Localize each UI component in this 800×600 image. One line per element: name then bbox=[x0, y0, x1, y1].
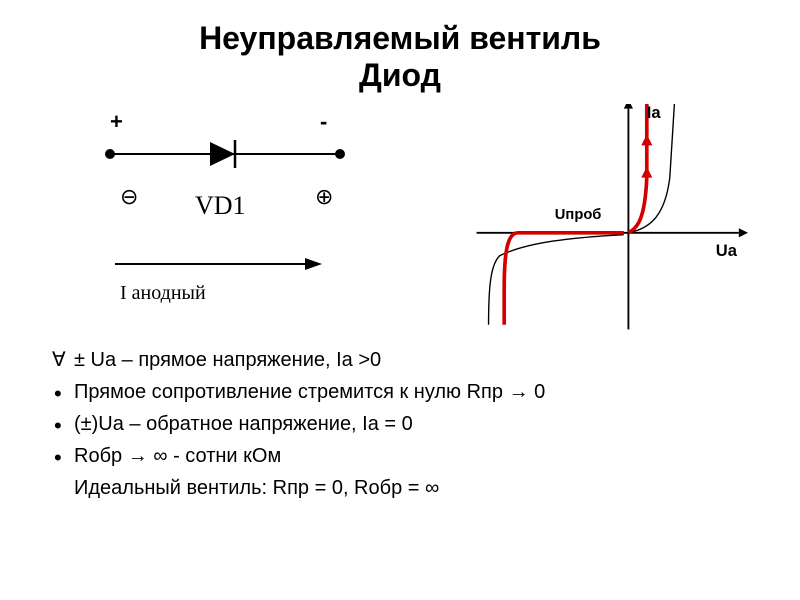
y-axis-label: Ia bbox=[647, 104, 662, 122]
bullet-text: Идеальный вентиль: Rпр = 0, Rобр = ∞ bbox=[74, 477, 439, 499]
u-breakdown-label: Uпроб bbox=[555, 207, 602, 223]
bullet-text: ± Ua – прямое напряжение, Ia >0 bbox=[74, 349, 381, 371]
real-reverse-curve bbox=[489, 234, 624, 324]
anode-node bbox=[105, 149, 115, 159]
bullet-item: Прямое сопротивление стремится к нулю Rп… bbox=[50, 376, 760, 408]
title-line-1: Неуправляемый вентиль bbox=[199, 20, 601, 56]
bullet-list: ± Ua – прямое напряжение, Ia >0 Прямое с… bbox=[50, 344, 760, 504]
bullet-text: Прямое сопротивление стремится к нулю Rп… bbox=[74, 381, 545, 403]
bullet-item: ± Ua – прямое напряжение, Ia >0 bbox=[50, 344, 760, 376]
slide-title: Неуправляемый вентиль Диод bbox=[0, 0, 800, 94]
current-label: I анодный bbox=[120, 282, 206, 304]
plus-label: + bbox=[110, 109, 123, 134]
bullet-text: (±)Ua – обратное напряжение, Ia = 0 bbox=[74, 413, 413, 435]
anode-polarity-icon: ⊖ bbox=[120, 184, 138, 209]
real-forward-curve bbox=[628, 104, 674, 233]
forward-arrow-marker-2-icon bbox=[641, 134, 652, 145]
bullet-item: (±)Ua – обратное напряжение, Ia = 0 bbox=[50, 408, 760, 440]
ideal-reverse-curve bbox=[504, 232, 624, 324]
bullets: ± Ua – прямое напряжение, Ia >0 Прямое с… bbox=[0, 334, 800, 504]
bullet-item: Rобр → ∞ - сотни кОм bbox=[50, 440, 760, 472]
diagrams-row: + - ⊖ ⊕ VD1 I анодный bbox=[0, 94, 800, 334]
schematic-svg: + - ⊖ ⊕ VD1 I анодный bbox=[60, 104, 400, 324]
x-axis-arrowhead-icon bbox=[739, 228, 748, 237]
y-axis-arrowhead-icon bbox=[624, 104, 633, 109]
forward-arrow-marker-1-icon bbox=[641, 166, 652, 177]
cathode-polarity-icon: ⊕ bbox=[315, 184, 333, 209]
title-line-2: Диод bbox=[359, 57, 441, 93]
minus-label: - bbox=[320, 109, 327, 134]
ideal-forward-curve bbox=[628, 104, 646, 233]
iv-curve: Ia Ua Uпроб bbox=[450, 104, 770, 324]
bullet-item: Идеальный вентиль: Rпр = 0, Rобр = ∞ bbox=[50, 472, 760, 504]
cathode-node bbox=[335, 149, 345, 159]
x-axis-label: Ua bbox=[716, 240, 738, 259]
diode-schematic: + - ⊖ ⊕ VD1 I анодный bbox=[60, 104, 400, 324]
iv-svg: Ia Ua Uпроб bbox=[450, 104, 770, 334]
designator: VD1 bbox=[195, 191, 246, 220]
diode-triangle-icon bbox=[210, 142, 235, 166]
current-arrowhead-icon bbox=[305, 258, 322, 270]
bullet-text: Rобр → ∞ - сотни кОм bbox=[74, 445, 281, 467]
